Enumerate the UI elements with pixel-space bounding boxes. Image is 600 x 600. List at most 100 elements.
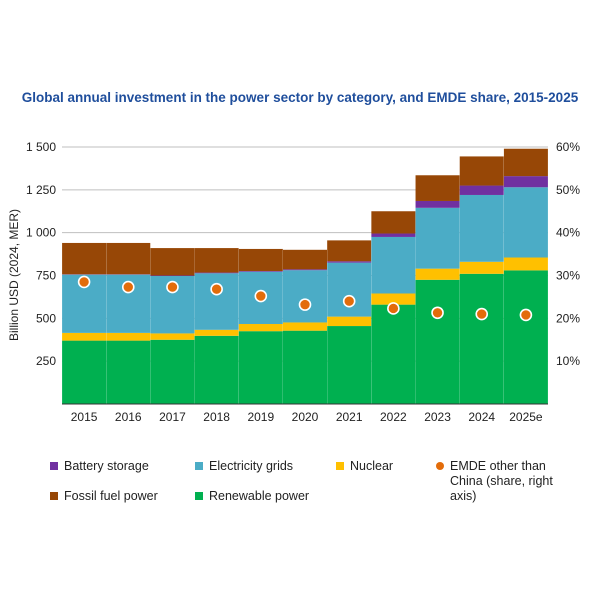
legend-marker	[436, 462, 444, 470]
x-tick-label: 2019	[247, 410, 274, 424]
bar-electricity-grids-2024	[459, 194, 504, 262]
bar-series	[62, 148, 548, 404]
bar-nuclear-2021	[327, 316, 372, 327]
legend-label: Renewable power	[209, 489, 309, 503]
bar-fossil-fuel-power-2019	[238, 248, 283, 272]
bar-fossil-fuel-power-2016	[106, 242, 151, 275]
x-tick-label: 2022	[380, 410, 407, 424]
legend-marker	[50, 492, 58, 500]
legend-marker	[50, 462, 58, 470]
legend-item: Electricity grids	[195, 459, 293, 473]
bar-fossil-fuel-power-2023	[415, 175, 460, 201]
bar-battery-storage-2025e	[503, 176, 548, 188]
emde-share-point-2017	[166, 280, 179, 294]
emde-share-point-2024	[475, 307, 489, 321]
bar-electricity-grids-2023	[415, 207, 460, 269]
emde-share-point-2021	[342, 294, 356, 308]
y2-tick-label: 30%	[556, 269, 580, 283]
emde-share-point-2019	[254, 289, 268, 303]
bar-renewable-power-2016	[106, 340, 151, 404]
emde-share-points	[77, 275, 533, 322]
legend-label-line: EMDE other than	[450, 459, 546, 473]
x-tick-label: 2018	[203, 410, 230, 424]
axes: 250 500 750 1 000 1 250 1 500 10% 20% 30% 40% 50% 6…	[26, 140, 580, 424]
bar-renewable-power-2025e	[503, 270, 548, 404]
legend-label-line: China (share, right	[450, 474, 553, 488]
x-tick-label: 2016	[115, 410, 142, 424]
x-tick-label: 2015	[71, 410, 98, 424]
legend-item: Battery storage	[50, 459, 149, 473]
bar-electricity-grids-2018	[194, 273, 239, 330]
bar-electricity-grids-2020	[283, 270, 327, 323]
bar-fossil-fuel-power-2018	[194, 248, 239, 273]
bar-renewable-power-2021	[327, 326, 372, 404]
bar-fossil-fuel-power-2020	[283, 249, 327, 270]
x-tick-label: 2020	[292, 410, 319, 424]
legend-marker	[336, 462, 344, 470]
bar-electricity-grids-2022	[371, 236, 416, 294]
y-tick-label: 250	[36, 354, 56, 368]
bar-fossil-fuel-power-2017	[150, 248, 195, 276]
bar-nuclear-2015	[62, 332, 107, 341]
bar-battery-storage-2020	[283, 269, 327, 271]
bar-electricity-grids-2021	[327, 262, 372, 317]
x-tick-label: 2025e	[509, 410, 543, 424]
legend-label: Fossil fuel power	[64, 489, 158, 503]
emde-share-point-2025e	[519, 308, 533, 322]
y2-tick-label: 40%	[556, 226, 580, 240]
bar-renewable-power-2017	[150, 339, 195, 404]
y2-tick-label: 60%	[556, 140, 580, 154]
y-tick-label: 500	[36, 311, 56, 325]
x-tick-label: 2024	[468, 410, 495, 424]
emde-share-point-2016	[121, 280, 135, 294]
x-tick-label: 2023	[424, 410, 451, 424]
y-axis-label: Billion USD (2024, MER)	[7, 209, 21, 341]
emde-share-point-2018	[210, 282, 223, 296]
bar-nuclear-2020	[283, 322, 327, 331]
bar-renewable-power-2015	[62, 340, 107, 404]
y2-tick-label: 50%	[556, 183, 580, 197]
bar-renewable-power-2020	[283, 330, 327, 404]
legend-label: Nuclear	[350, 459, 393, 473]
emde-share-point-2023	[431, 306, 444, 320]
bar-battery-storage-2023	[415, 200, 460, 208]
bar-nuclear-2022	[371, 293, 416, 305]
emde-share-point-2015	[77, 275, 91, 289]
bar-nuclear-2023	[415, 268, 460, 280]
bar-electricity-grids-2025e	[503, 187, 548, 258]
legend-marker	[195, 462, 203, 470]
bar-battery-storage-2019	[238, 271, 283, 272]
bar-renewable-power-2023	[415, 279, 460, 404]
legend-label: EMDE other than China (share, right axis)	[450, 459, 553, 503]
legend: Battery storage Electricity grids Nuclear E…	[50, 459, 553, 503]
emde-share-point-2020	[298, 298, 312, 311]
bar-battery-storage-2021	[327, 261, 372, 263]
emde-share-point-2022	[387, 302, 400, 315]
bar-fossil-fuel-power-2021	[327, 240, 372, 262]
y-tick-label: 1 000	[26, 226, 56, 240]
bar-renewable-power-2019	[238, 331, 283, 404]
legend-label-line: axis)	[450, 489, 476, 503]
y2-tick-label: 20%	[556, 311, 580, 325]
y2-tick-label: 10%	[556, 354, 580, 368]
bar-nuclear-2025e	[503, 257, 548, 271]
bar-fossil-fuel-power-2015	[62, 242, 107, 275]
bar-fossil-fuel-power-2024	[459, 156, 504, 186]
y-tick-label: 750	[36, 269, 56, 283]
bar-nuclear-2024	[459, 261, 504, 274]
legend-item: EMDE other than China (share, right axis)	[436, 459, 553, 503]
bar-battery-storage-2018	[194, 272, 239, 274]
bar-battery-storage-2022	[371, 233, 416, 237]
x-tick-label: 2017	[159, 410, 186, 424]
bar-nuclear-2019	[238, 323, 283, 332]
legend-item: Nuclear	[336, 459, 393, 473]
legend-item: Fossil fuel power	[50, 489, 158, 503]
bar-nuclear-2017	[150, 333, 195, 340]
bar-nuclear-2016	[106, 332, 151, 341]
legend-label: Electricity grids	[209, 459, 293, 473]
y-tick-label: 1 500	[26, 140, 56, 154]
bar-battery-storage-2024	[459, 185, 504, 195]
bar-fossil-fuel-power-2022	[371, 211, 416, 234]
legend-marker	[195, 492, 203, 500]
